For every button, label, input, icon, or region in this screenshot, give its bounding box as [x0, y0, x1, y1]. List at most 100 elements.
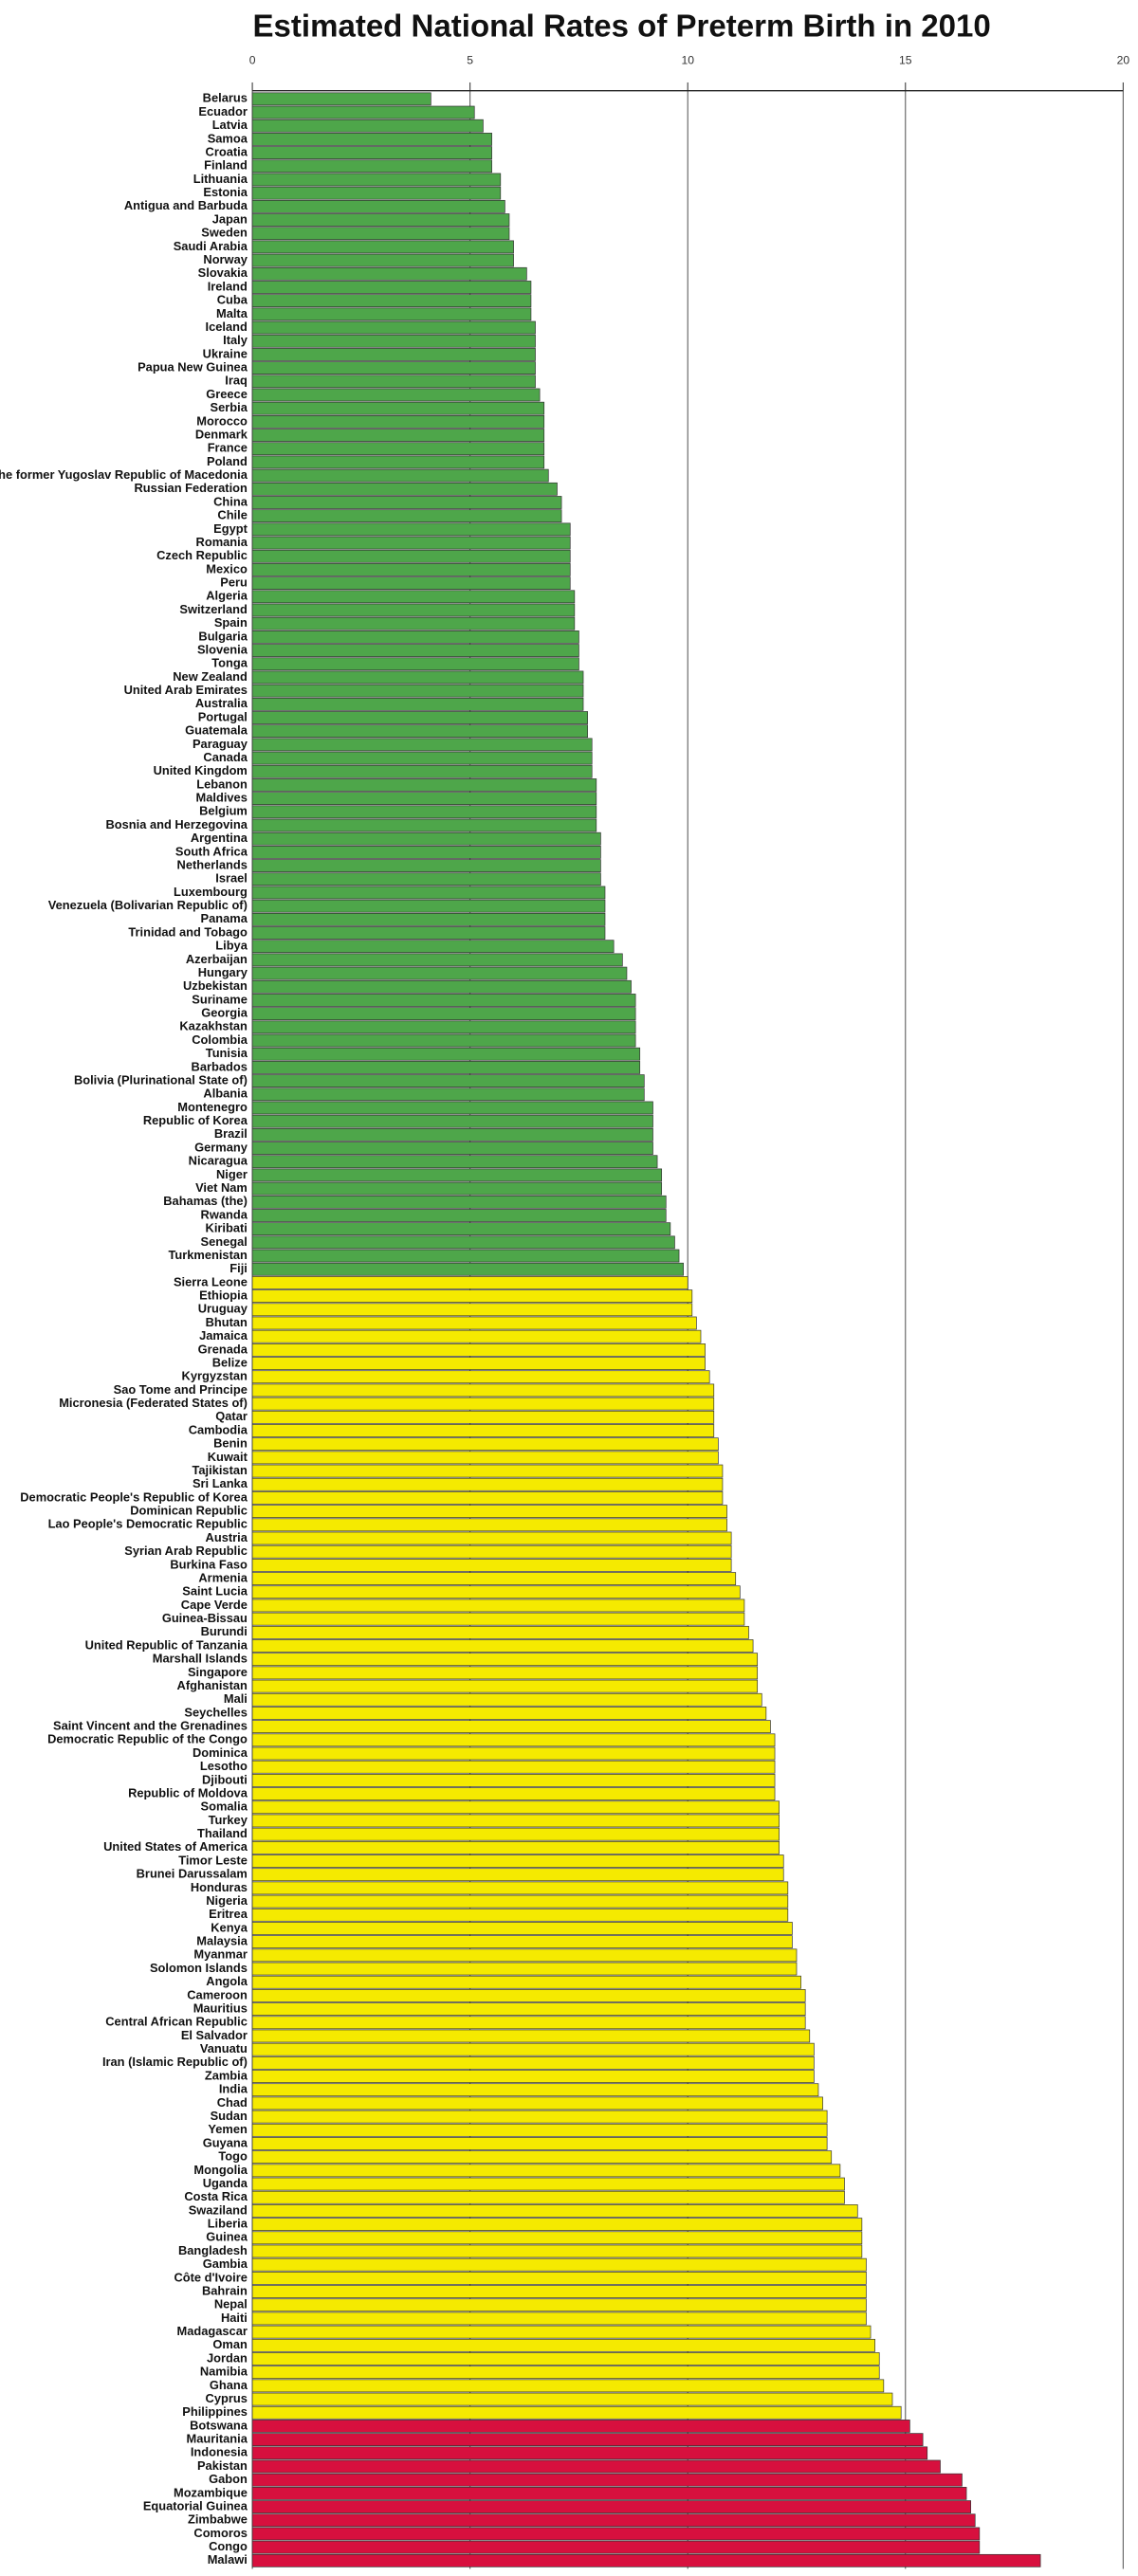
bar [251, 1868, 784, 1882]
bar [251, 657, 579, 671]
category-label: Sierra Leone [174, 1274, 248, 1288]
bar [251, 1572, 737, 1585]
category-label: Solomon Islands [150, 1961, 248, 1975]
bar [251, 2123, 828, 2137]
category-label: Lesotho [200, 1759, 248, 1773]
category-label: India [219, 2082, 248, 2096]
bar [251, 563, 571, 576]
bar [251, 1276, 688, 1289]
bar [251, 266, 527, 281]
bar [251, 2042, 815, 2056]
x-tick-label: 10 [681, 54, 694, 67]
category-label: Malawi [208, 2552, 248, 2567]
bar [251, 953, 623, 967]
bar [251, 576, 571, 591]
bar [251, 2513, 976, 2528]
bar [251, 429, 545, 442]
category-label: Slovakia [198, 265, 248, 280]
category-label: Jordan [207, 2350, 248, 2365]
category-label: Dominican Republic [130, 1504, 248, 1518]
bar [251, 2002, 806, 2016]
bar [251, 2083, 819, 2097]
category-label: United Kingdom [154, 763, 248, 777]
bar [251, 253, 514, 267]
bar [251, 442, 545, 456]
bar [251, 1599, 745, 1613]
category-label: Norway [203, 252, 248, 266]
category-label: Ghana [210, 2378, 248, 2392]
category-label: Rwanda [201, 1207, 248, 1221]
category-label: Canada [203, 750, 248, 764]
category-label: Japan [212, 211, 248, 226]
category-label: Armenia [198, 1570, 248, 1584]
category-label: France [208, 441, 248, 455]
bar [251, 1074, 645, 1087]
bar [251, 2527, 981, 2541]
bar [251, 1437, 719, 1452]
category-label: Algeria [206, 589, 248, 603]
bar [251, 1464, 724, 1478]
category-label: Guinea [206, 2230, 248, 2244]
category-label: Italy [223, 333, 248, 347]
bar [251, 1720, 771, 1734]
category-label: Kiribati [206, 1221, 248, 1235]
bar [251, 1477, 724, 1491]
category-label: Luxembourg [174, 885, 248, 899]
bar [251, 2218, 863, 2231]
category-label: Nicaragua [189, 1154, 248, 1168]
bar [251, 2190, 845, 2204]
category-label: Honduras [191, 1880, 248, 1894]
bar [251, 1746, 776, 1761]
bar [251, 199, 505, 213]
category-label: Thailand [197, 1826, 248, 1840]
bar [251, 616, 576, 630]
bar [251, 119, 484, 133]
bar [251, 496, 562, 509]
bar [251, 1881, 789, 1895]
category-label: Estonia [203, 185, 248, 199]
bar [251, 1061, 641, 1074]
category-label: Myanmar [193, 1947, 247, 1962]
bar [251, 1397, 715, 1411]
category-label: Germany [194, 1140, 248, 1154]
category-label: Eritrea [209, 1907, 248, 1921]
category-label: Philippines [182, 2404, 248, 2419]
bar [251, 2016, 806, 2030]
bar [251, 1195, 667, 1209]
category-label: Afghanistan [177, 1678, 248, 1692]
category-label: Bosnia and Herzegovina [106, 817, 248, 831]
category-label: Saint Vincent and the Grenadines [53, 1719, 248, 1733]
bar [251, 1007, 636, 1021]
bar [251, 468, 549, 483]
category-label: Mexico [206, 561, 248, 575]
category-label: Brunei Darussalam [137, 1867, 248, 1881]
category-label: The former Yugoslav Republic of Macedoni… [0, 467, 248, 482]
category-label: Ecuador [198, 104, 247, 119]
category-label: Gabon [209, 2472, 248, 2486]
bar [251, 1424, 715, 1437]
x-tick-label: 5 [467, 54, 473, 67]
bar [251, 1544, 732, 1559]
category-label: Libya [215, 939, 248, 953]
category-label: Samoa [208, 131, 248, 145]
bar [251, 792, 597, 806]
bar [251, 1518, 727, 1532]
x-tick-label: 0 [249, 54, 256, 67]
bar [251, 1962, 798, 1976]
category-label: Czech Republic [156, 548, 248, 562]
category-label: Guatemala [185, 723, 248, 738]
bar [251, 2392, 893, 2406]
category-label: Turkey [209, 1813, 248, 1827]
category-label: Barbados [192, 1059, 248, 1073]
bar [251, 1760, 776, 1774]
bar [251, 2070, 815, 2083]
category-label: Benin [213, 1436, 248, 1451]
category-label: Timor Leste [178, 1853, 248, 1867]
bar [251, 859, 601, 872]
category-label: United Arab Emirates [124, 683, 248, 697]
category-label: Serbia [211, 400, 248, 414]
bar [251, 1922, 793, 1935]
category-label: Jamaica [199, 1328, 248, 1343]
bar [251, 899, 606, 913]
bar [251, 1316, 697, 1330]
